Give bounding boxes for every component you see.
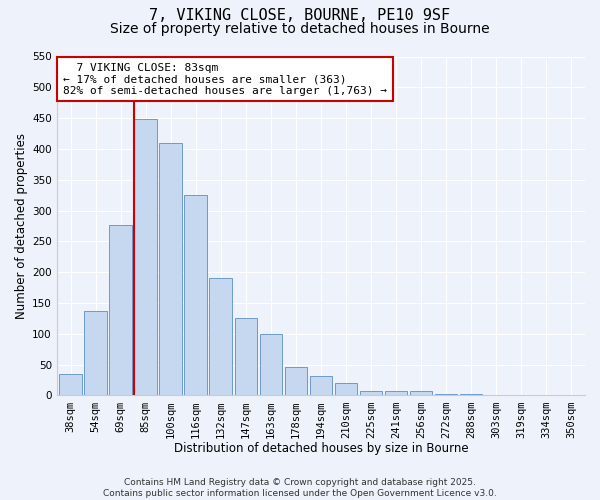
X-axis label: Distribution of detached houses by size in Bourne: Distribution of detached houses by size … bbox=[173, 442, 468, 455]
Bar bbox=[485, 395, 508, 396]
Bar bbox=[385, 391, 407, 396]
Bar bbox=[134, 118, 157, 396]
Bar bbox=[184, 195, 207, 396]
Bar bbox=[209, 278, 232, 396]
Bar bbox=[284, 367, 307, 396]
Text: Contains HM Land Registry data © Crown copyright and database right 2025.
Contai: Contains HM Land Registry data © Crown c… bbox=[103, 478, 497, 498]
Bar bbox=[59, 374, 82, 396]
Bar bbox=[510, 395, 532, 396]
Bar bbox=[460, 394, 482, 396]
Bar bbox=[260, 334, 282, 396]
Bar bbox=[109, 225, 132, 396]
Bar bbox=[310, 376, 332, 396]
Bar bbox=[410, 390, 432, 396]
Bar bbox=[335, 383, 357, 396]
Bar bbox=[560, 395, 583, 396]
Y-axis label: Number of detached properties: Number of detached properties bbox=[15, 133, 28, 319]
Text: 7 VIKING CLOSE: 83sqm
← 17% of detached houses are smaller (363)
82% of semi-det: 7 VIKING CLOSE: 83sqm ← 17% of detached … bbox=[63, 62, 387, 96]
Bar bbox=[535, 395, 557, 396]
Bar bbox=[359, 391, 382, 396]
Text: 7, VIKING CLOSE, BOURNE, PE10 9SF: 7, VIKING CLOSE, BOURNE, PE10 9SF bbox=[149, 8, 451, 22]
Bar bbox=[235, 318, 257, 396]
Text: Size of property relative to detached houses in Bourne: Size of property relative to detached ho… bbox=[110, 22, 490, 36]
Bar bbox=[435, 394, 457, 396]
Bar bbox=[160, 144, 182, 396]
Bar bbox=[85, 311, 107, 396]
